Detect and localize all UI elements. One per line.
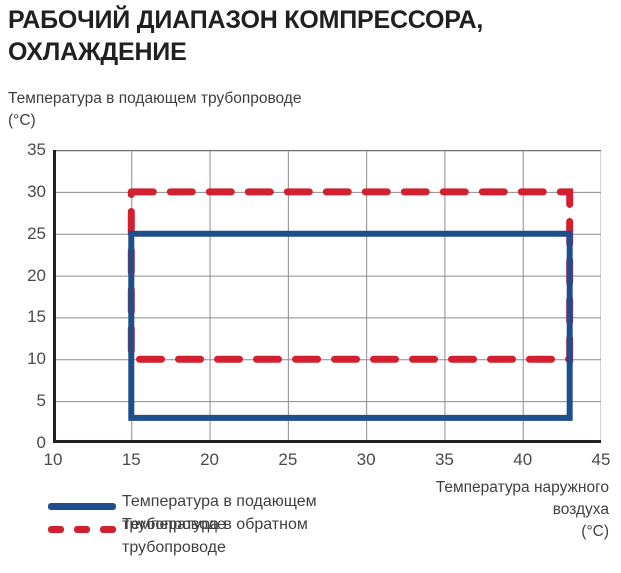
series-Температура в обратном трубопроводе <box>127 188 574 363</box>
y-tick-label-30: 30 <box>27 181 46 201</box>
legend-swatch-supply <box>48 503 116 510</box>
x-tick-label-45: 45 <box>591 450 611 469</box>
y-tick-label-10: 10 <box>27 349 46 369</box>
y-axis-title: Температура в подающем трубопроводе (°C) <box>8 90 302 129</box>
y-tick-label-5: 5 <box>36 391 46 411</box>
x-tick-label-40: 40 <box>513 450 533 469</box>
legend-dash <box>48 526 64 533</box>
x-tick-label-25: 25 <box>278 450 298 469</box>
y-tick-label-0: 0 <box>36 433 46 452</box>
x-axis-tick-labels: 10 15 20 25 30 35 40 45 <box>44 450 611 473</box>
series-Температура в подающем трубопроводе <box>128 230 573 421</box>
y-tick-label-35: 35 <box>27 140 46 159</box>
y-axis-tick-labels: 0 5 10 15 20 25 30 35 <box>8 141 46 451</box>
y-tick-label-25: 25 <box>27 223 46 243</box>
legend-swatch-return <box>48 526 116 533</box>
chart-svg <box>53 150 601 443</box>
legend-dash <box>74 526 90 533</box>
x-axis-title: Температура наружного воздуха (°C) <box>435 479 609 540</box>
x-tick-label-35: 35 <box>434 450 454 469</box>
legend-label-supply: Температура в подающем трубопроводе <box>122 493 317 533</box>
x-tick-label-15: 15 <box>121 450 141 469</box>
y-tick-label-20: 20 <box>27 265 46 285</box>
plot-area <box>53 150 601 443</box>
x-tick-label-10: 10 <box>43 450 63 469</box>
legend-label-return: Температура в обратном трубопроводе <box>122 516 308 556</box>
x-tick-label-30: 30 <box>356 450 376 469</box>
x-tick-label-20: 20 <box>200 450 220 469</box>
legend-dash <box>100 526 116 533</box>
chart-legend: Температура в подающем трубопроводе Темп… <box>0 490 400 573</box>
y-tick-label-15: 15 <box>27 307 46 327</box>
page-title: Рабочий диапазон компрессора, охлаждение <box>8 6 484 66</box>
